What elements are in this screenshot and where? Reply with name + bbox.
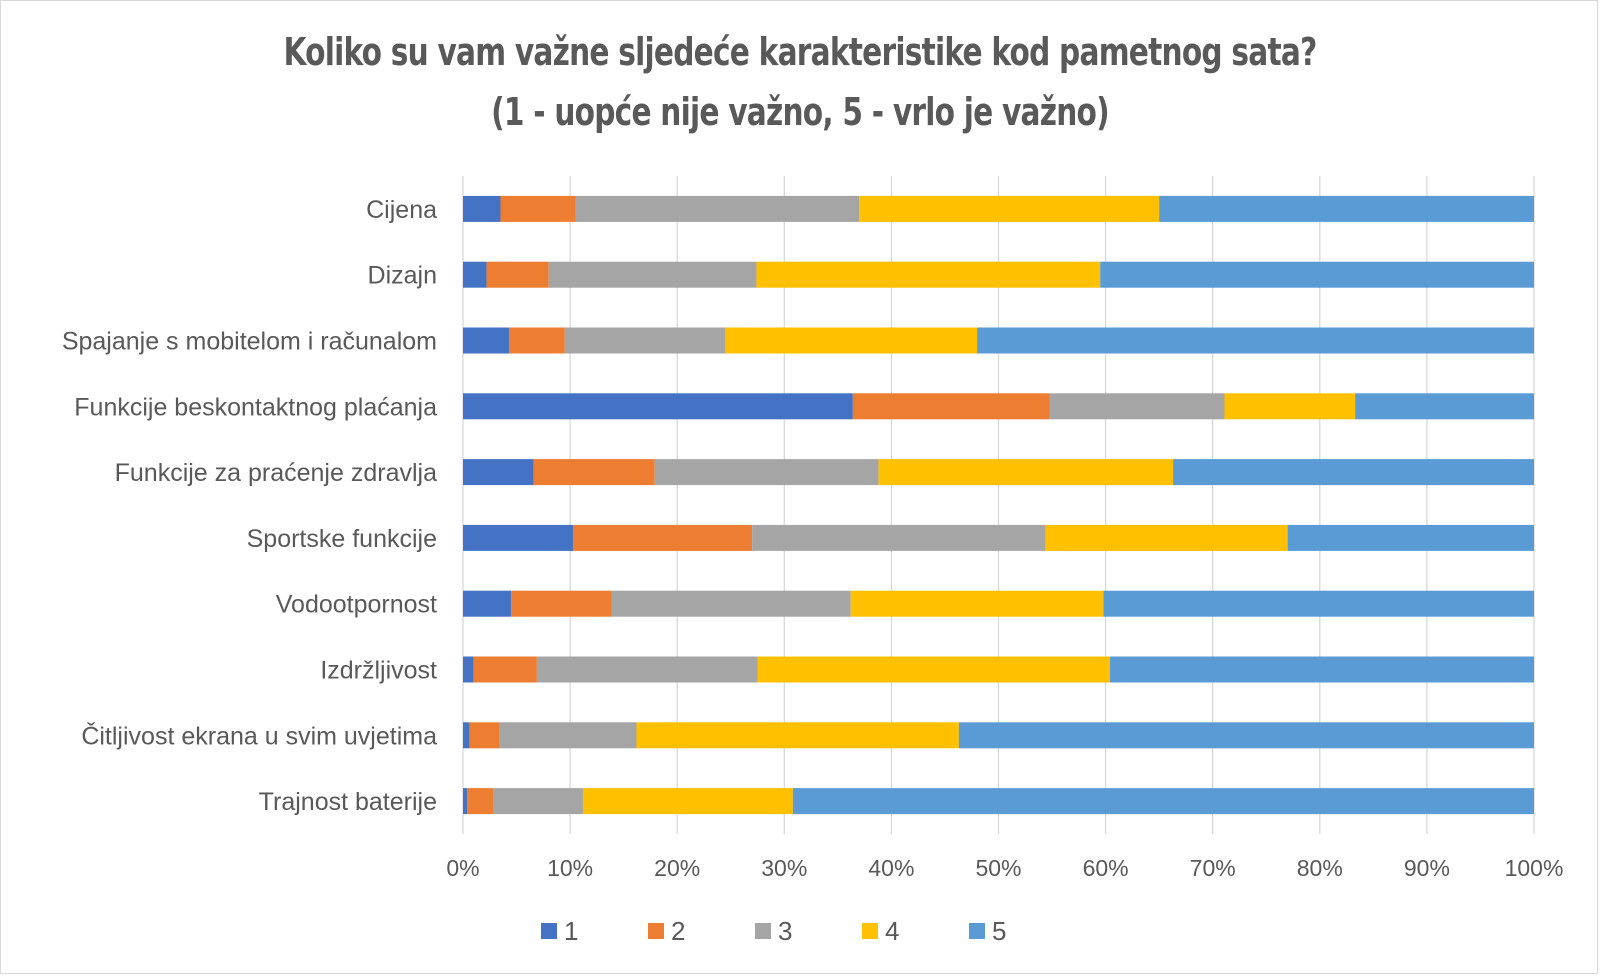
category-label: Dizajn [368,262,437,290]
category-label: Vodootpornost [276,591,437,619]
bar-segment-1 [463,656,474,683]
x-tick-label: 20% [654,855,700,881]
bar-segment-5 [792,788,1534,815]
bar-segment-5 [1173,459,1534,486]
bar-segment-5 [1109,656,1534,683]
bar-segment-2 [500,195,576,222]
legend-label: 2 [671,916,685,946]
category-label: Spajanje s mobitelom i računalom [62,328,437,356]
bar-segment-3 [564,327,726,354]
bar-segment-1 [463,788,468,815]
bar-segment-2 [467,788,493,815]
chart-subtitle: (1 - uopće nije važno, 5 - vrlo je važno… [491,90,1110,134]
bar-segment-3 [499,722,637,749]
bar-segment-3 [548,261,757,288]
bar-segment-5 [1287,524,1534,551]
bar-segment-1 [463,722,470,749]
category-label: Funkcije beskontaktnog plaćanja [74,393,437,421]
bar-segment-4 [636,722,959,749]
bar-segment-4 [725,327,978,354]
legend-label: 3 [778,916,792,946]
bar-segment-5 [1100,261,1534,288]
bar-segment-4 [878,459,1174,486]
legend-label: 4 [885,916,899,946]
x-tick-label: 60% [1083,855,1129,881]
bar-segment-5 [1159,195,1534,222]
bar-segment-1 [463,393,853,420]
category-label: Čitljivost ekrana u svim uvjetima [81,721,437,750]
bar-segment-3 [492,788,583,815]
bar-segment-4 [757,656,1110,683]
bar-segment-5 [1103,590,1534,617]
x-tick-label: 0% [446,855,479,881]
bar-segment-5 [958,722,1534,749]
legend-swatch [755,923,771,939]
x-tick-label: 70% [1190,855,1236,881]
x-tick-label: 40% [868,855,914,881]
bar-segment-4 [859,195,1160,222]
bar-segment-3 [752,524,1046,551]
bar-segment-1 [463,195,501,222]
category-label: Sportske funkcije [247,525,437,553]
bar-segment-3 [1049,393,1225,420]
x-tick-label: 80% [1297,855,1343,881]
bar-segment-2 [473,656,537,683]
bar-segment-2 [852,393,1050,420]
bar-segment-1 [463,524,574,551]
legend: 1 2 3 4 5 [541,916,1006,946]
legend-swatch [969,923,985,939]
category-label: Cijena [366,196,437,224]
bar-segment-3 [575,195,860,222]
bar-segment-2 [486,261,549,288]
x-tick-label: 100% [1505,855,1564,881]
bar-segment-2 [511,590,612,617]
x-tick-label: 30% [761,855,807,881]
bar-segment-5 [1355,393,1534,420]
legend-swatch [648,923,664,939]
category-label: Funkcije za praćenje zdravlja [115,459,437,487]
bar-segment-3 [536,656,758,683]
bar-segment-3 [654,459,879,486]
x-tick-labels: 0% 10% 20% 30% 40% 50% 60% 70% 80% 90% 100% [446,855,1563,881]
category-label: Izdržljivost [320,657,437,685]
bar-segment-4 [850,590,1104,617]
legend-swatch [541,923,557,939]
bar-segment-2 [533,459,655,486]
bar-segment-1 [463,261,487,288]
bar-segment-1 [463,459,534,486]
bar-segment-4 [1045,524,1288,551]
bar-segment-1 [463,590,512,617]
bar-segment-2 [573,524,753,551]
bar-segment-3 [611,590,851,617]
bar-segment-4 [756,261,1101,288]
bar-segment-2 [469,722,500,749]
category-label: Trajnost baterije [259,788,437,816]
legend-label: 1 [564,916,578,946]
bar-segment-5 [977,327,1534,354]
bar-segment-1 [463,327,510,354]
bar-segment-4 [1224,393,1356,420]
category-labels: Cijena Dizajn Spajanje s mobitelom i račun… [62,196,437,816]
legend-label: 5 [992,916,1006,946]
x-tick-label: 50% [975,855,1021,881]
x-tick-label: 90% [1404,855,1450,881]
bars [463,195,1534,815]
bar-segment-2 [509,327,565,354]
bar-segment-4 [582,788,793,815]
chart-title: Koliko su vam važne sljedeće karakterist… [283,30,1317,74]
legend-swatch [862,923,878,939]
x-tick-label: 10% [547,855,593,881]
